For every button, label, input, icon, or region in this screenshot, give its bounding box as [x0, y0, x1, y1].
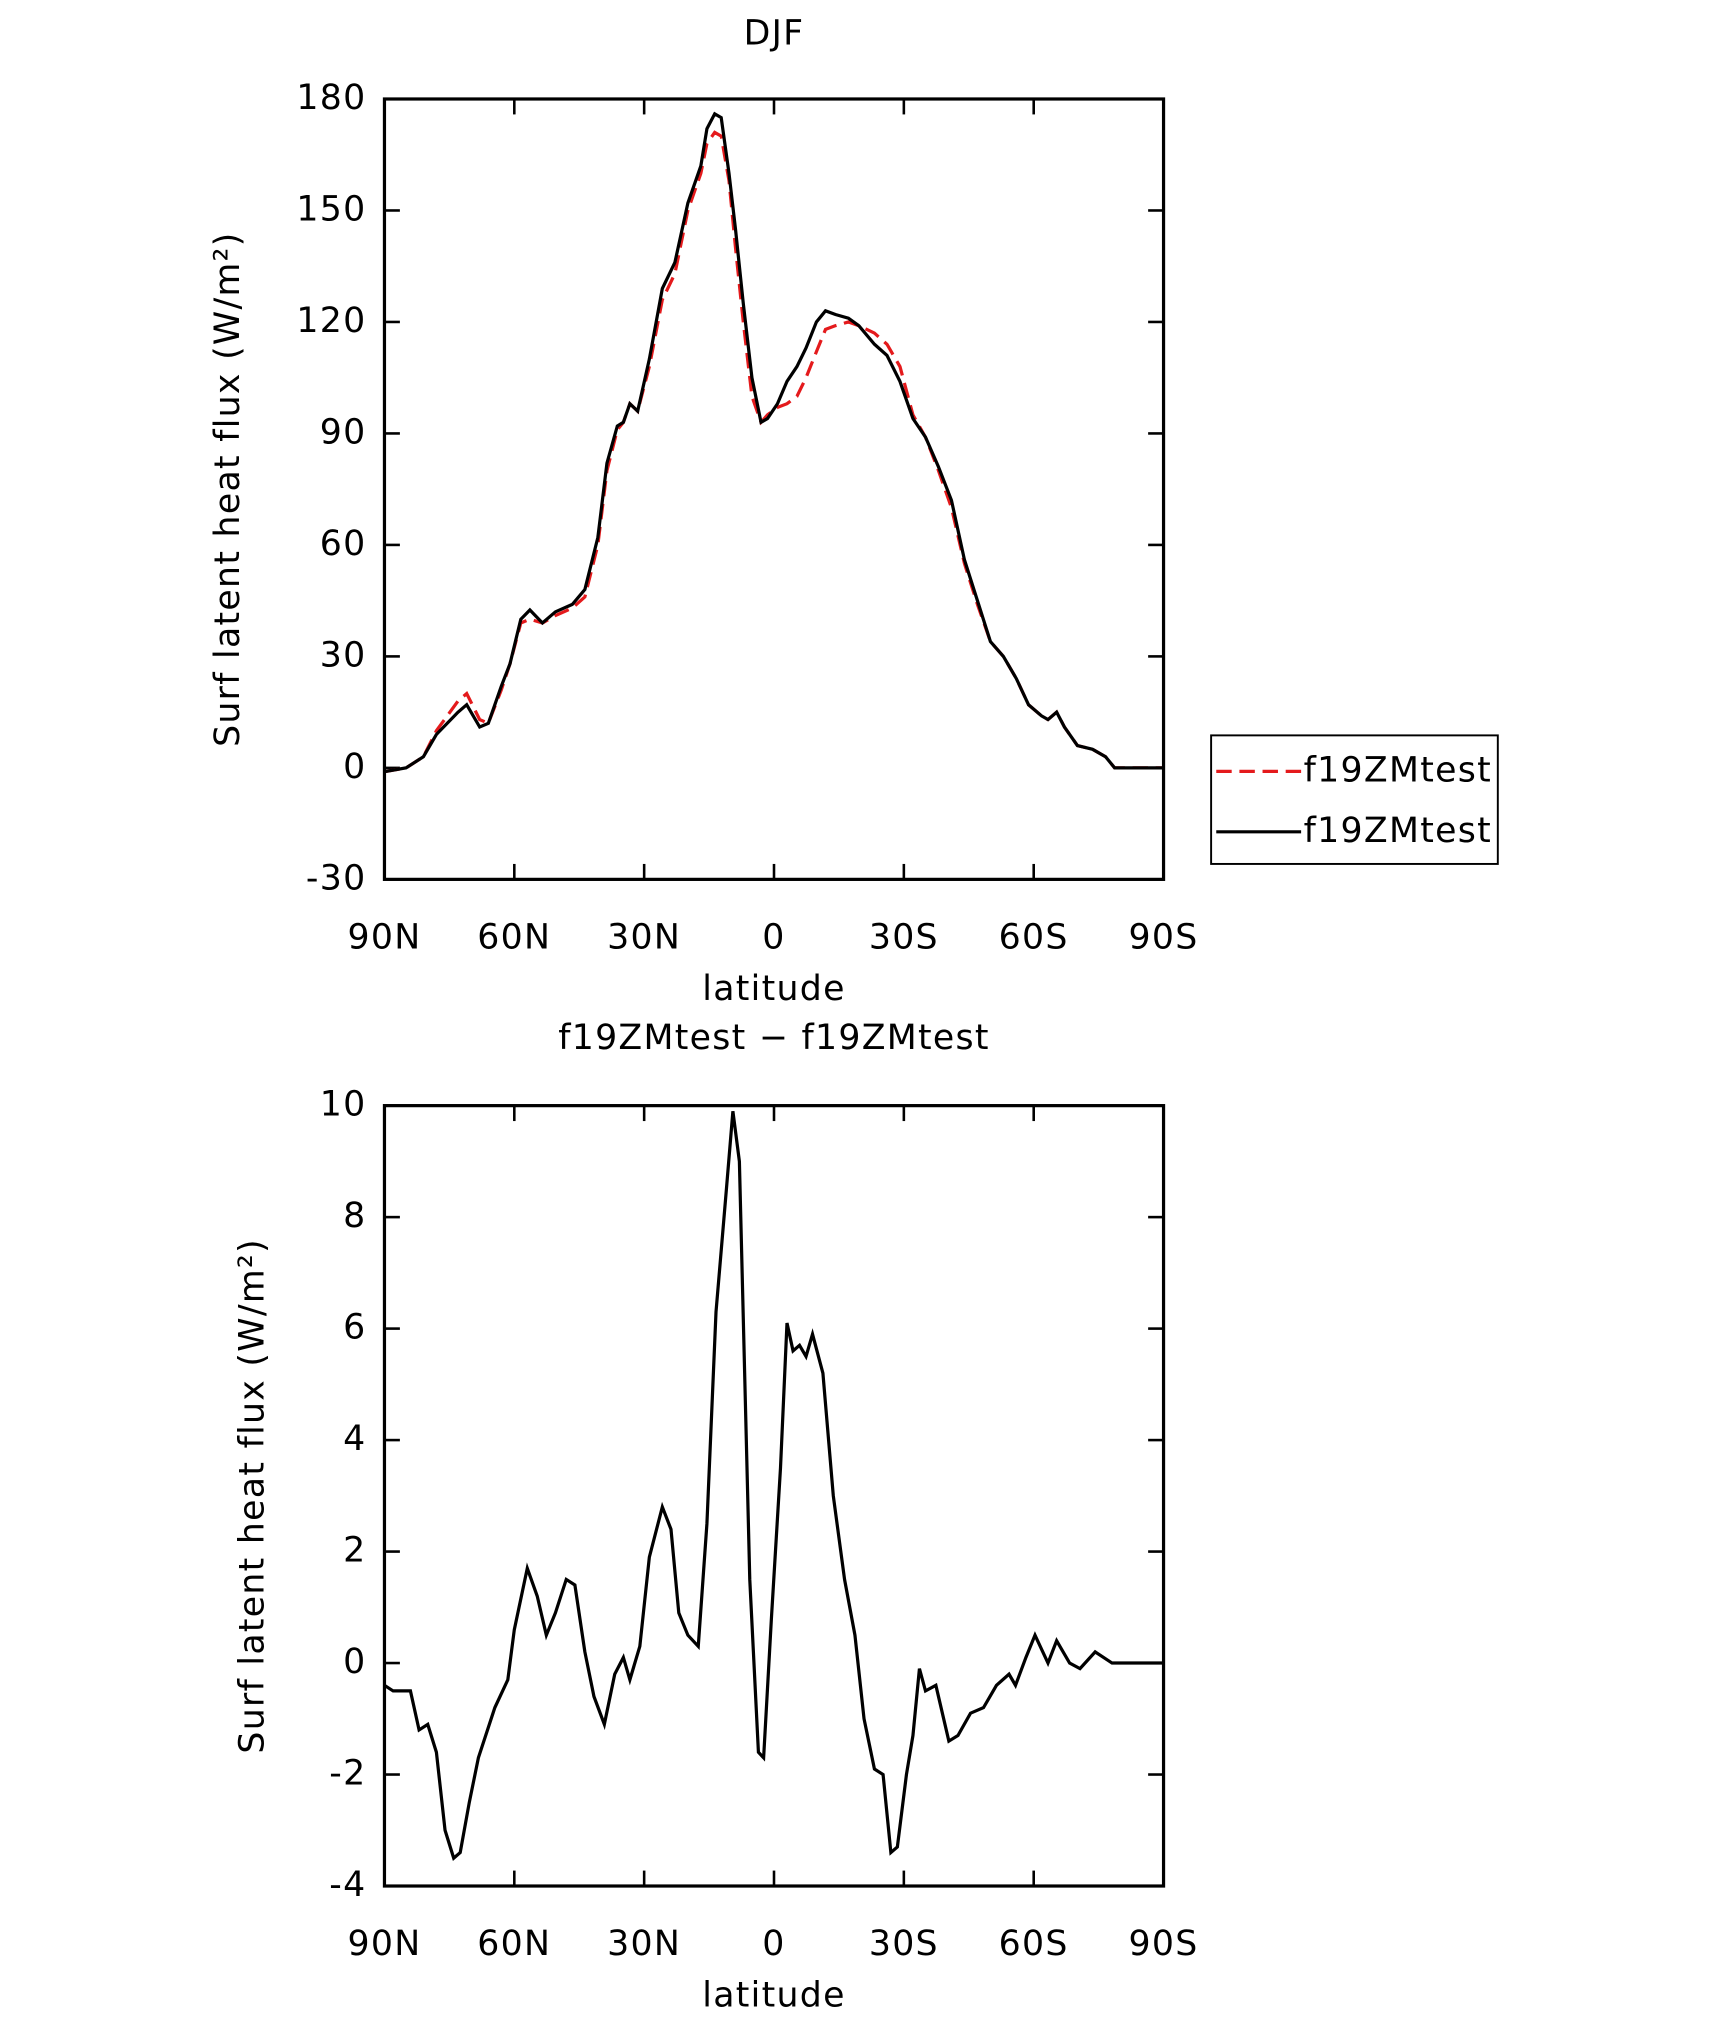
y-tick-label: 120 [296, 301, 366, 341]
x-tick-label: 30N [607, 918, 681, 958]
x-tick-label: 30S [869, 1924, 939, 1964]
plot-frame [382, 1104, 1166, 1888]
legend-box [1210, 734, 1499, 865]
y-axis-label: Surf latent heat flux (W/m²) [208, 231, 248, 747]
x-axis-label: latitude [702, 969, 845, 1009]
x-tick-label: 0 [762, 918, 785, 958]
y-tick-label: 90 [320, 412, 367, 452]
y-tick-label: -30 [306, 858, 367, 898]
legend-label: f19ZMtest [1304, 750, 1492, 790]
y-tick-label: 2 [343, 1531, 366, 1571]
x-tick-label: 90S [1129, 1924, 1199, 1964]
chart-title: f19ZMtest − f19ZMtest [558, 1018, 990, 1058]
y-tick-label: -2 [329, 1754, 366, 1794]
data-line [383, 1111, 1164, 1861]
legend-label: f19ZMtest [1304, 811, 1492, 851]
y-tick-label: 30 [320, 635, 367, 675]
y-tick-label: 8 [343, 1196, 366, 1236]
x-tick-label: 30S [869, 918, 939, 958]
y-tick-label: 10 [320, 1085, 367, 1125]
x-tick-label: 60S [999, 918, 1069, 958]
data-line [384, 111, 1164, 774]
x-tick-label: 60S [999, 1924, 1069, 1964]
x-axis-label: latitude [702, 1976, 845, 2016]
y-tick-label: 0 [343, 747, 366, 787]
y-tick-label: -4 [329, 1865, 366, 1905]
y-axis-label: Surf latent heat flux (W/m²) [232, 1238, 272, 1754]
x-tick-label: 90N [347, 1924, 421, 1964]
x-tick-label: 60N [477, 918, 551, 958]
y-tick-label: 6 [343, 1308, 366, 1348]
y-tick-label: 60 [320, 524, 367, 564]
y-tick-label: 150 [296, 189, 366, 229]
plot-frame [382, 97, 1166, 881]
y-tick-label: 180 [296, 78, 366, 118]
y-tick-label: 4 [343, 1419, 366, 1459]
data-line [384, 130, 1164, 774]
x-tick-label: 0 [762, 1924, 785, 1964]
x-tick-label: 90N [347, 918, 421, 958]
x-tick-label: 30N [607, 1924, 681, 1964]
chart-title: DJF [744, 14, 805, 54]
y-tick-label: 0 [343, 1642, 366, 1682]
x-tick-label: 60N [477, 1924, 551, 1964]
x-tick-label: 90S [1129, 918, 1199, 958]
